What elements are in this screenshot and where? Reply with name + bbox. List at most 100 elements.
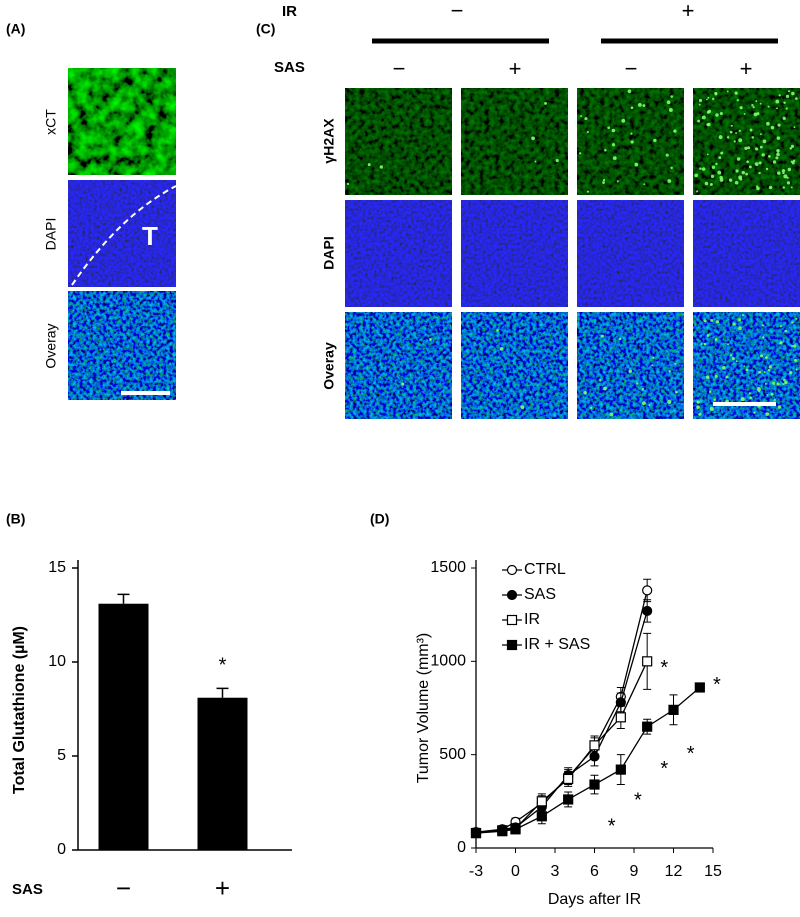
y-axis-label: Tumor Volume (mm³) [415,633,432,784]
foci-dot [580,115,583,118]
foci-dot [709,183,713,186]
marker [510,824,521,835]
marker [589,779,600,790]
x-axis-label: SAS [12,881,43,898]
foci-dot [758,171,761,175]
foci-dot [735,132,738,135]
foci-dot [603,386,607,391]
foci-dot [729,130,733,134]
foci-dot [734,91,738,95]
foci-dot [599,379,602,382]
foci-dot [675,390,678,394]
panel-label: (B) [6,511,25,527]
foci-dot [791,345,793,347]
foci-dot [765,412,770,416]
foci-dot [706,123,710,127]
foci-dot [767,105,770,108]
foci-dot [651,364,654,367]
foci-dot [696,190,699,193]
micrograph [693,312,800,419]
foci-dot [602,181,605,184]
foci-dot [665,153,669,157]
micrograph [577,88,684,195]
marker [642,605,653,617]
foci-dot [776,382,780,386]
foci-dot [717,170,722,175]
foci-dot [751,136,755,139]
foci-dot [785,94,790,98]
foci-dot [783,378,786,382]
foci-dot [795,97,798,100]
foci-dot [728,178,733,182]
foci-dot [772,381,776,385]
foci-dot [789,147,793,150]
row-label: Overay [43,323,59,368]
foci-dot [746,160,749,164]
foci-dot [346,182,350,186]
foci-dot [765,167,769,171]
foci-dot [637,103,642,107]
foci-dot [743,112,746,115]
foci-dot [753,411,756,414]
foci-dot [618,337,622,341]
foci-dot [772,160,777,164]
foci-dot [738,318,742,322]
foci-dot [701,115,706,120]
foci-dot [429,338,432,341]
panel-c: (C) IR − + SAS − + − + γH2AX DAPI Overay [256,0,778,390]
foci-dot [696,400,700,404]
ir-level: + [682,0,695,23]
foci-dot [749,128,753,132]
foci-dot [706,334,710,337]
foci-dot [749,396,753,400]
foci-dot [782,186,786,189]
annotation: * [608,816,616,838]
x-tick-label: 9 [630,863,639,880]
foci-dot [600,334,605,338]
legend-label: CTRL [524,561,566,578]
sas-level: + [740,56,753,81]
foci-dot [584,117,588,121]
foci-dot [715,320,719,324]
marker [497,826,508,837]
marker [615,697,626,708]
foci-dot [731,357,735,361]
foci-dot [719,178,724,182]
micrograph [461,88,568,195]
foci-dot [739,177,743,181]
annotation: * [219,655,227,677]
marker [615,712,626,723]
foci-dot [790,186,793,189]
foci-dot [790,144,795,148]
foci-dot [748,165,752,169]
y-tick-label: 15 [48,559,66,576]
foci-dot [630,140,634,144]
foci-dot [611,128,616,133]
foci-dot [711,165,716,170]
foci-dot [612,143,616,147]
foci-dot [643,183,646,186]
foci-dot [754,162,759,167]
error-bar [117,593,130,604]
foci-dot [777,123,781,127]
foci-dot [764,382,767,385]
foci-dot [703,342,707,346]
foci-dot [520,405,525,410]
foci-dot [707,96,710,99]
foci-dot [776,107,779,110]
foci-dot [761,324,764,327]
annotation: * [660,758,668,780]
foci-dot [768,365,772,369]
foci-dot [718,135,723,140]
panel-label: (D) [370,511,389,527]
foci-dot [586,190,590,193]
legend-label: IR + SAS [524,636,590,653]
foci-dot [534,160,537,163]
marker [470,827,482,839]
foci-dot [700,343,703,345]
x-tick-label: 0 [511,863,520,880]
foci-dot [736,157,741,161]
foci-dot [768,154,771,158]
foci-dot [710,174,715,179]
foci-dot [778,94,781,97]
